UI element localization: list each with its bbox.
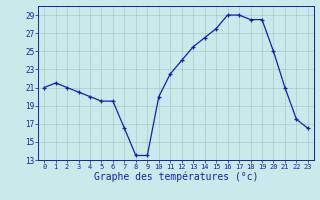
X-axis label: Graphe des températures (°c): Graphe des températures (°c): [94, 172, 258, 182]
